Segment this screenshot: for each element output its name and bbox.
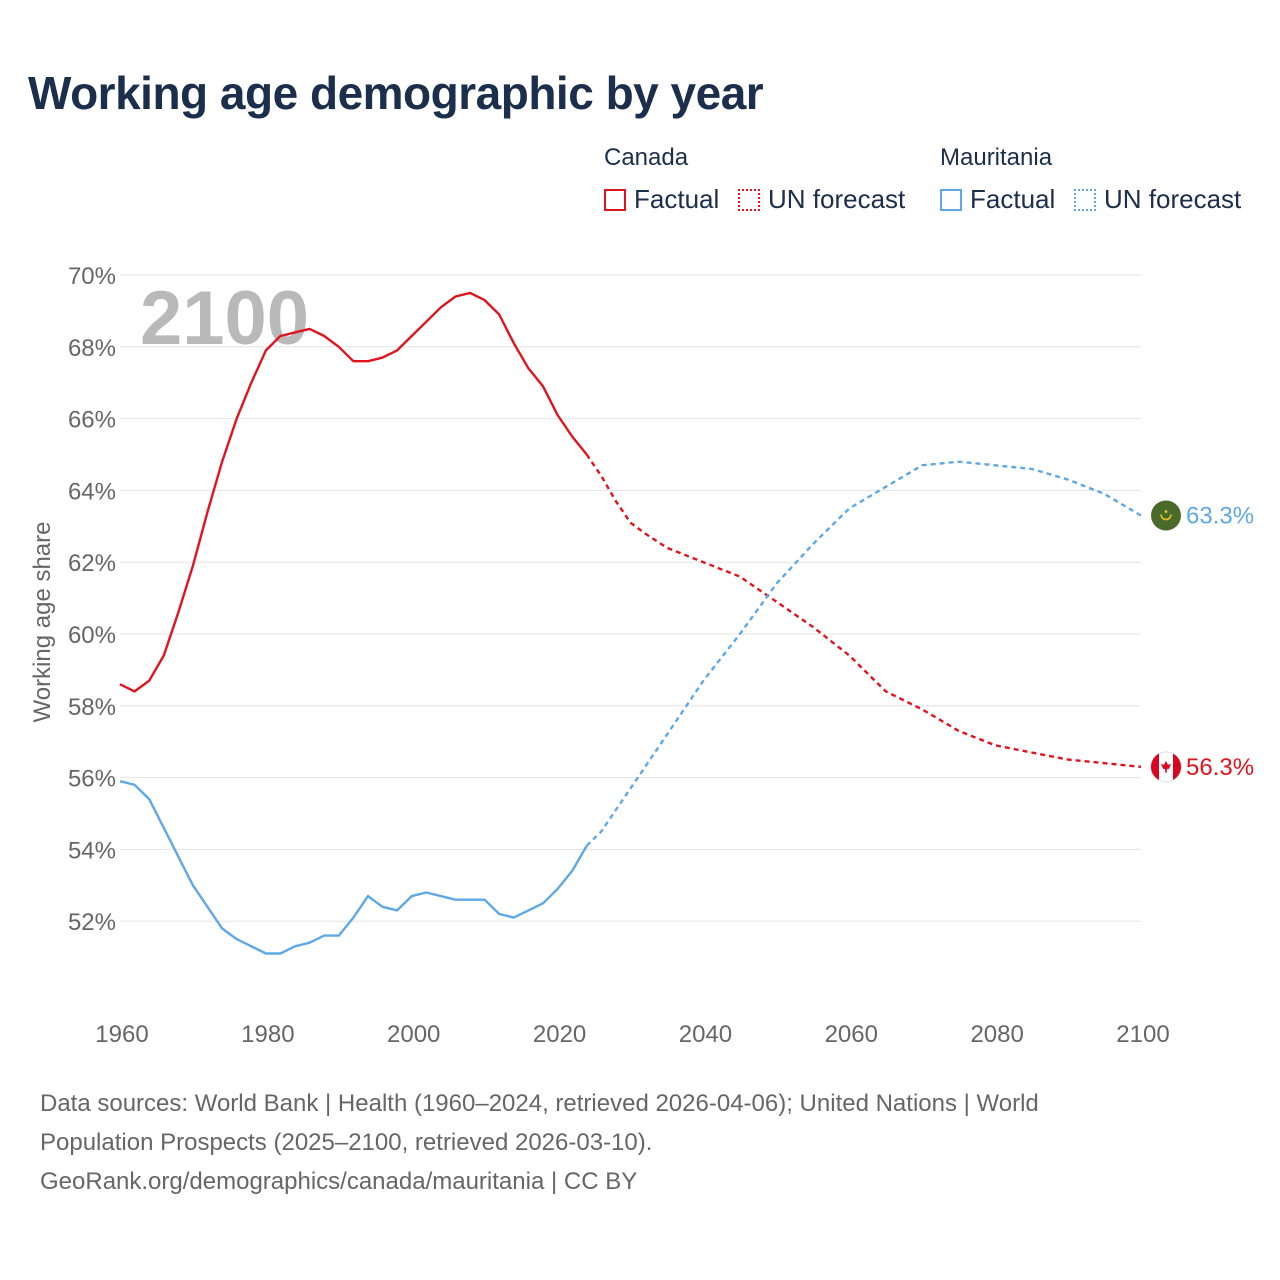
y-axis-label: Working age share xyxy=(29,522,56,723)
legend-mauritania-factual[interactable]: Factual xyxy=(940,184,1055,215)
canada-end-value-label: 56.3% xyxy=(1186,754,1254,781)
year-watermark: 2100 xyxy=(140,276,309,361)
legend-label: Factual xyxy=(970,184,1056,214)
x-tick-label: 2040 xyxy=(679,1021,732,1048)
y-tick-label: 54% xyxy=(68,837,116,864)
x-axis-ticks: 1960 1980 2000 2020 2040 2060 2080 2100 xyxy=(95,1021,1169,1048)
legend-label: UN forecast xyxy=(1104,184,1242,214)
legend-canada-factual[interactable]: Factual xyxy=(604,184,719,215)
x-tick-label: 2060 xyxy=(825,1021,878,1048)
gridlines xyxy=(120,274,1141,922)
x-tick-label: 2080 xyxy=(970,1021,1023,1048)
y-axis-ticks: 52% 54% 56% 58% 60% 62% 64% 66% 68% 70% xyxy=(68,263,116,936)
series-canada-forecast[interactable] xyxy=(585,453,1142,768)
y-tick-label: 58% xyxy=(68,694,116,721)
end-markers: 56.3% 63.3% xyxy=(1150,500,1254,783)
legend-swatch-dotted xyxy=(738,188,760,211)
legend-group-mauritania: Mauritania xyxy=(940,144,1053,171)
x-tick-label: 1960 xyxy=(95,1021,148,1048)
legend-swatch-solid xyxy=(604,188,626,211)
y-tick-label: 66% xyxy=(68,407,116,434)
x-tick-label: 2020 xyxy=(533,1021,586,1048)
series-canada-factual[interactable] xyxy=(119,291,588,693)
legend-canada-forecast[interactable]: UN forecast xyxy=(738,184,905,215)
footer-sources-line2: Population Prospects (2025–2100, retriev… xyxy=(40,1129,653,1156)
legend-swatch-solid xyxy=(940,188,962,211)
y-tick-label: 70% xyxy=(68,263,116,290)
footer-attribution[interactable]: GeoRank.org/demographics/canada/mauritan… xyxy=(40,1168,638,1195)
y-tick-label: 52% xyxy=(68,909,116,936)
line-chart[interactable]: 2100 52% 54% 56% 58% 60% 62% 64% 66% 68% 70% 1960… xyxy=(0,0,1280,1060)
mauritania-flag-icon xyxy=(1151,500,1181,531)
legend-mauritania-forecast[interactable]: UN forecast xyxy=(1074,184,1241,215)
y-tick-label: 60% xyxy=(68,622,116,649)
x-tick-label: 2100 xyxy=(1116,1021,1169,1048)
legend-swatch-dotted xyxy=(1074,188,1096,211)
legend-group-canada: Canada xyxy=(604,144,689,171)
legend-label: Factual xyxy=(634,184,720,214)
legend-label: UN forecast xyxy=(768,184,906,214)
y-tick-label: 64% xyxy=(68,478,116,505)
canada-flag-icon xyxy=(1150,751,1182,783)
mauritania-end-value-label: 63.3% xyxy=(1186,503,1254,530)
x-tick-label: 1980 xyxy=(241,1021,294,1048)
chart-title: Working age demographic by year xyxy=(28,67,764,119)
y-tick-label: 62% xyxy=(68,550,116,577)
series-lines xyxy=(119,291,1142,955)
y-tick-label: 56% xyxy=(68,766,116,793)
series-mauritania-factual[interactable] xyxy=(119,780,588,955)
x-tick-label: 2000 xyxy=(387,1021,440,1048)
footer-sources-line1: Data sources: World Bank | Health (1960–… xyxy=(40,1090,1039,1117)
series-mauritania-forecast[interactable] xyxy=(585,460,1142,847)
y-tick-label: 68% xyxy=(68,335,116,362)
